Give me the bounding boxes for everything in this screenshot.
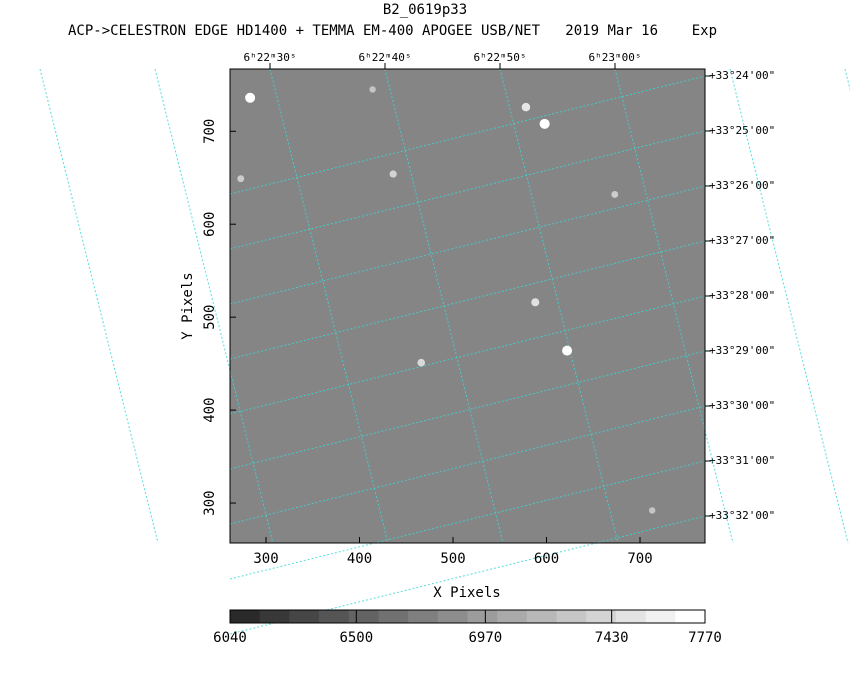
dec-grid-line [229,240,706,360]
colorbar-cell [437,610,468,623]
dec-tick-label: +33°32'00" [709,509,775,522]
dec-grid-line [229,75,706,195]
star [539,118,550,129]
colorbar-tick-label: 7430 [595,630,629,646]
colorbar-cell [497,610,528,623]
ra-grid-line [614,68,734,544]
y-tick-label: 700 [202,119,218,144]
dec-tick-label: +33°28'00" [709,289,775,302]
x-axis-label: X Pixels [433,585,500,601]
colorbar-cell [556,610,587,623]
colorbar-cell [467,610,498,623]
dec-tick-label: +33°29'00" [709,344,775,357]
x-tick-label: 700 [627,551,652,567]
colorbar-cell [615,610,647,623]
x-tick-label: 600 [534,551,559,567]
dec-grid-line [229,460,706,580]
ra-grid-line [384,68,504,544]
y-tick-label: 500 [202,305,218,330]
star [389,170,397,178]
colorbar-cell [319,610,350,623]
star [611,191,619,198]
star [369,86,376,93]
x-tick-label: 300 [253,551,278,567]
x-tick-label: 500 [440,551,465,567]
star [521,102,531,112]
y-tick-label: 300 [202,490,218,515]
colorbar-cell [408,610,439,623]
ra-tick-label: 6ʰ22ᵐ40ˢ [359,51,412,64]
dec-tick-label: +33°31'00" [709,454,775,467]
dec-tick-label: +33°30'00" [709,399,775,412]
star [531,298,540,307]
ra-grid-line [499,68,619,544]
star [245,92,256,103]
dec-tick-label: +33°24'00" [709,69,775,82]
colorbar-cell [675,610,706,623]
colorbar-tick-label: 6500 [339,630,373,646]
colorbar-cell [378,610,409,623]
dec-grid-line [229,350,706,470]
image-area [230,69,705,543]
star [562,345,573,356]
ra-grid-line [729,68,849,544]
y-axis-label: Y Pixels [180,272,196,339]
dec-grid-line [229,405,706,525]
colorbar-cell [586,610,617,623]
ra-grid-line [269,68,389,544]
star [417,358,426,367]
ra-grid-line [39,68,159,544]
colorbar-tick-label: 6970 [468,630,502,646]
star [237,175,245,183]
chart-subtitle: ACP->CELESTRON EDGE HD1400 + TEMMA EM-40… [68,23,717,39]
dec-grid-line [229,130,706,250]
colorbar-cell [526,610,558,623]
dec-grid-line [229,185,706,305]
colorbar-cell [289,610,320,623]
colorbar-tick-label: 7770 [688,630,722,646]
y-tick-label: 400 [202,397,218,422]
colorbar-tick-label: 6040 [213,630,247,646]
colorbar-cell [645,610,676,623]
chart-title: B2_0619p33 [383,2,467,18]
colorbar-cell [259,610,290,623]
colorbar-cell [348,610,379,623]
x-tick-label: 400 [347,551,372,567]
dec-tick-label: +33°26'00" [709,179,775,192]
dec-grid-line [229,295,706,415]
y-tick-label: 600 [202,212,218,237]
ra-tick-label: 6ʰ22ᵐ30ˢ [244,51,297,64]
ra-grid-line [844,68,850,92]
ra-tick-label: 6ʰ23ᵐ00ˢ [589,51,642,64]
colorbar-cell [230,610,261,623]
star [648,507,656,514]
dec-tick-label: +33°25'00" [709,124,775,137]
ra-grid-line [154,68,274,544]
dec-tick-label: +33°27'00" [709,234,775,247]
image-frame [229,68,706,544]
ra-tick-label: 6ʰ22ᵐ50ˢ [474,51,527,64]
